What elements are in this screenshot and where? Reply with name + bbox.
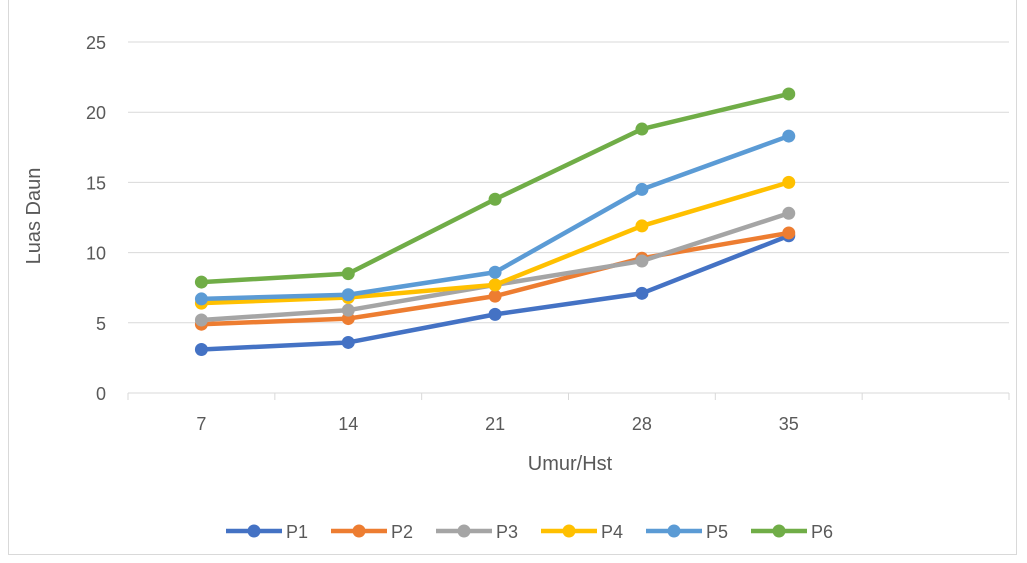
legend-swatch-marker [457,524,471,538]
data-point [341,303,355,317]
legend-swatch-marker [247,524,261,538]
legend: P1 P2 P3 P4 P5 P6 [226,522,833,542]
x-axis: 7 14 21 28 35 [127,392,1010,434]
data-point [341,288,355,302]
y-tick-label: 25 [86,33,106,53]
y-tick-label: 20 [86,103,106,123]
data-point [782,175,796,189]
data-point [341,267,355,281]
legend-label: P6 [811,522,833,542]
legend-item: P2 [331,522,413,542]
data-point [782,226,796,240]
legend-item: P4 [541,522,623,542]
x-axis-label: Umur/Hst [528,453,613,475]
x-tick-label: 7 [196,414,206,434]
data-point [635,286,649,300]
legend-item: P6 [751,522,833,542]
y-axis-label: Luas Daun [23,168,45,265]
legend-item: P3 [436,522,518,542]
data-point [635,182,649,196]
legend-swatch-marker [352,524,366,538]
legend-label: P4 [601,522,623,542]
legend-item: P1 [226,522,308,542]
data-point [488,289,502,303]
data-point [488,278,502,292]
data-point [782,206,796,220]
y-tick-label: 5 [96,314,106,334]
data-point [635,219,649,233]
x-tick-label: 28 [632,414,652,434]
data-point [635,254,649,268]
y-tick-labels: 0 5 10 15 20 25 [86,33,106,404]
legend-label: P5 [706,522,728,542]
legend-swatch-marker [772,524,786,538]
data-point [194,275,208,289]
data-point [782,129,796,143]
legend-swatch-marker [562,524,576,538]
series-line [199,91,791,285]
legend-label: P2 [391,522,413,542]
legend-swatch-marker [667,524,681,538]
y-tick-label: 10 [86,244,106,264]
data-point [194,292,208,306]
data-point [635,122,649,136]
x-tick-label: 35 [779,414,799,434]
series-lines [194,87,796,356]
chart-frame [8,0,1017,555]
y-tick-label: 0 [96,384,106,404]
x-tick-label: 21 [485,414,505,434]
legend-label: P1 [286,522,308,542]
data-point [194,313,208,327]
y-tick-label: 15 [86,173,106,193]
data-point [488,265,502,279]
series-p5 [194,129,796,306]
data-point [488,192,502,206]
series-p6 [194,87,796,289]
x-tick-label: 14 [338,414,358,434]
data-point [782,87,796,101]
legend-label: P3 [496,522,518,542]
data-point [488,307,502,321]
data-point [194,342,208,356]
legend-item: P5 [646,522,728,542]
data-point [341,335,355,349]
